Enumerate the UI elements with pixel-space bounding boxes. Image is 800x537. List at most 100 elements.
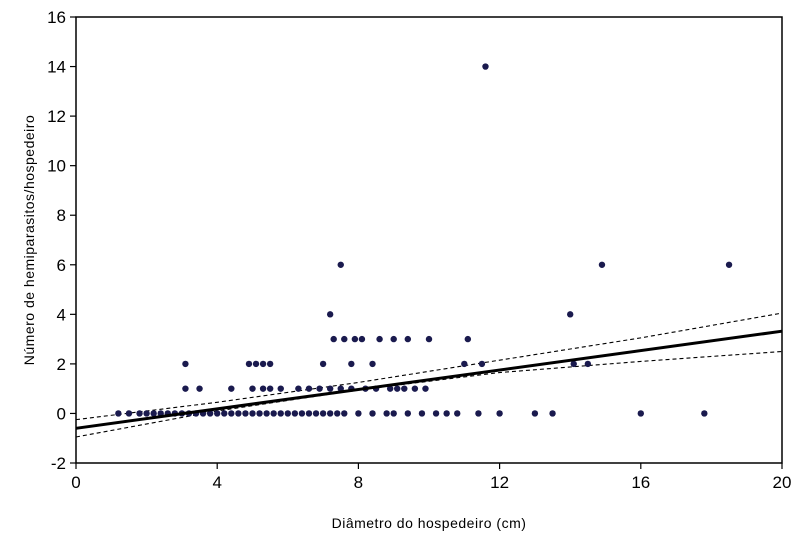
confidence-lower-line	[75, 350, 783, 438]
data-point	[277, 410, 284, 417]
data-point	[326, 410, 334, 417]
data-point	[266, 360, 274, 368]
data-point	[443, 410, 450, 417]
y-tick-label: -2	[51, 454, 66, 473]
data-point	[725, 261, 733, 268]
x-tick-label: 16	[631, 473, 650, 492]
data-point	[701, 410, 708, 417]
regression-line	[75, 329, 783, 430]
data-point	[637, 410, 644, 417]
data-point	[259, 385, 267, 392]
data-point	[401, 385, 408, 392]
data-point	[394, 385, 401, 392]
data-point	[249, 410, 256, 417]
data-point	[252, 360, 260, 368]
y-tick-label: 8	[57, 206, 66, 225]
data-point	[482, 63, 489, 70]
data-point	[464, 335, 472, 343]
data-point	[549, 410, 556, 417]
y-tick-label: 4	[57, 305, 66, 324]
data-point	[369, 410, 376, 417]
data-point	[567, 311, 574, 318]
data-point	[295, 385, 302, 392]
y-tick-label: 14	[47, 58, 66, 77]
data-point	[249, 385, 256, 392]
data-point	[330, 335, 337, 343]
data-point	[319, 360, 327, 368]
plot-frame	[75, 16, 783, 464]
data-point	[570, 360, 577, 368]
regression-line-group	[75, 329, 783, 430]
data-point	[478, 360, 486, 368]
data-point	[496, 410, 503, 417]
data-point	[221, 410, 228, 417]
data-point	[334, 410, 341, 417]
data-point	[196, 385, 203, 392]
data-point	[326, 385, 334, 392]
data-point	[348, 360, 355, 368]
data-point	[266, 385, 274, 392]
data-point	[461, 360, 468, 368]
data-point	[242, 410, 249, 417]
data-point	[305, 410, 313, 417]
data-point	[298, 410, 306, 417]
data-point	[263, 410, 270, 417]
data-point	[115, 410, 122, 417]
data-point	[150, 410, 157, 417]
data-point	[598, 261, 606, 268]
data-point	[351, 335, 359, 343]
data-point	[383, 410, 390, 417]
x-tick-label: 8	[354, 473, 363, 492]
data-point	[214, 410, 221, 417]
y-tick-label: 0	[57, 404, 66, 423]
x-axis-title: Diâmetro do hospedeiro (cm)	[332, 515, 527, 531]
data-point	[312, 410, 320, 417]
data-point	[432, 410, 440, 417]
data-point	[369, 360, 376, 368]
axis-ticks: 0 4 8 12 16 20 -2 0 2 4 6 8 10 12 14 16	[47, 8, 791, 492]
data-point	[376, 335, 383, 343]
data-point	[584, 360, 592, 368]
data-point	[454, 410, 461, 417]
y-tick-label: 12	[47, 107, 66, 126]
data-point	[136, 410, 143, 417]
data-points	[115, 63, 733, 417]
data-point	[531, 410, 539, 417]
data-point	[386, 385, 394, 392]
data-point	[326, 311, 334, 318]
y-tick-label: 16	[47, 8, 66, 27]
data-point	[235, 410, 242, 417]
data-point	[425, 335, 433, 343]
data-point	[143, 410, 150, 417]
data-point	[390, 410, 397, 417]
y-tick-label: 6	[57, 256, 66, 275]
data-point	[319, 410, 327, 417]
data-point	[245, 360, 253, 368]
y-tick-label: 2	[57, 355, 66, 374]
data-point	[475, 410, 482, 417]
data-point	[305, 385, 313, 392]
data-point	[291, 410, 299, 417]
x-tick-label: 12	[490, 473, 509, 492]
confidence-band	[75, 312, 783, 438]
data-point	[422, 385, 429, 392]
y-tick-label: 10	[47, 157, 66, 176]
data-point	[358, 335, 366, 343]
data-point	[404, 410, 412, 417]
data-point	[341, 410, 348, 417]
data-point	[284, 410, 291, 417]
x-tick-label: 20	[773, 473, 792, 492]
data-point	[337, 261, 344, 268]
data-point	[404, 335, 412, 343]
data-point	[316, 385, 323, 392]
data-point	[228, 410, 235, 417]
data-point	[390, 335, 397, 343]
confidence-upper-line	[75, 312, 783, 421]
data-point	[418, 410, 426, 417]
data-point	[411, 385, 419, 392]
data-point	[206, 410, 214, 417]
data-point	[256, 410, 263, 417]
x-tick-label: 4	[212, 473, 221, 492]
data-point	[277, 385, 284, 392]
